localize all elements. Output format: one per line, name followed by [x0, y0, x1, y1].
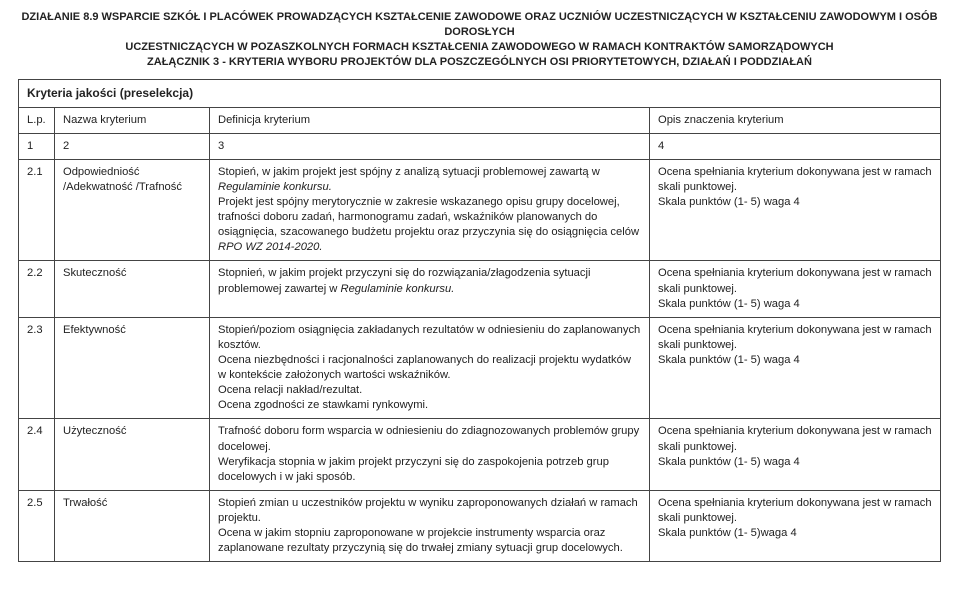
cell-lp: 2.1 [19, 159, 55, 261]
opis-text: Ocena spełniania kryterium dokonywana je… [658, 267, 935, 309]
colnum-2: 2 [55, 133, 210, 159]
colnum-4: 4 [650, 133, 941, 159]
col-header-name: Nazwa kryterium [55, 107, 210, 133]
cell-opis: Ocena spełniania kryterium dokonywana je… [650, 419, 941, 490]
colnum-1: 1 [19, 133, 55, 159]
document-page: DZIAŁANIE 8.9 WSPARCIE SZKÓŁ I PLACÓWEK … [0, 0, 959, 580]
def-text: Stopień zmian u uczestników projektu w w… [218, 497, 641, 554]
cell-def: Stopień zmian u uczestników projektu w w… [210, 490, 650, 561]
cell-opis: Ocena spełniania kryterium dokonywana je… [650, 159, 941, 261]
table-row: 2.1 Odpowiedniość /Adekwatność /Trafność… [19, 159, 941, 261]
header-line-3: ZAŁĄCZNIK 3 - KRYTERIA WYBORU PROJEKTÓW … [18, 55, 941, 70]
section-title-row: Kryteria jakości (preselekcja) [19, 80, 941, 107]
cell-def: Stopień, w jakim projekt jest spójny z a… [210, 159, 650, 261]
cell-name: Odpowiedniość /Adekwatność /Trafność [55, 159, 210, 261]
cell-lp: 2.3 [19, 317, 55, 419]
table-row: 2.2 Skuteczność Stopnień, w jakim projek… [19, 261, 941, 317]
def-italic-1: Regulaminie konkursu. [218, 181, 332, 193]
opis-text: Ocena spełniania kryterium dokonywana je… [658, 324, 935, 366]
cell-name: Trwałość [55, 490, 210, 561]
def-italic: Regulaminie konkursu. [341, 283, 455, 295]
table-row: 2.4 Użyteczność Trafność doboru form wsp… [19, 419, 941, 490]
col-header-opis: Opis znaczenia kryterium [650, 107, 941, 133]
cell-name: Skuteczność [55, 261, 210, 317]
cell-opis: Ocena spełniania kryterium dokonywana je… [650, 261, 941, 317]
cell-def: Trafność doboru form wsparcia w odniesie… [210, 419, 650, 490]
cell-name: Użyteczność [55, 419, 210, 490]
document-header: DZIAŁANIE 8.9 WSPARCIE SZKÓŁ I PLACÓWEK … [18, 10, 941, 69]
cell-def: Stopień/poziom osiągnięcia zakładanych r… [210, 317, 650, 419]
column-header-row: L.p. Nazwa kryterium Definicja kryterium… [19, 107, 941, 133]
cell-lp: 2.4 [19, 419, 55, 490]
opis-text: Ocena spełniania kryterium dokonywana je… [658, 166, 935, 208]
cell-opis: Ocena spełniania kryterium dokonywana je… [650, 317, 941, 419]
colnum-3: 3 [210, 133, 650, 159]
column-number-row: 1 2 3 4 [19, 133, 941, 159]
table-row: 2.3 Efektywność Stopień/poziom osiągnięc… [19, 317, 941, 419]
section-title-cell: Kryteria jakości (preselekcja) [19, 80, 941, 107]
def-part-b: Projekt jest spójny merytorycznie w zakr… [218, 196, 642, 238]
cell-lp: 2.2 [19, 261, 55, 317]
def-part-a: Stopień, w jakim projekt jest spójny z a… [218, 166, 603, 178]
cell-lp: 2.5 [19, 490, 55, 561]
def-italic-2: RPO WZ 2014-2020. [218, 241, 322, 253]
col-header-lp: L.p. [19, 107, 55, 133]
criteria-table: Kryteria jakości (preselekcja) L.p. Nazw… [18, 79, 941, 562]
cell-opis: Ocena spełniania kryterium dokonywana je… [650, 490, 941, 561]
table-row: 2.5 Trwałość Stopień zmian u uczestników… [19, 490, 941, 561]
cell-name: Efektywność [55, 317, 210, 419]
header-line-2: UCZESTNICZĄCYCH W POZASZKOLNYCH FORMACH … [18, 40, 941, 55]
def-text: Trafność doboru form wsparcia w odniesie… [218, 425, 642, 482]
opis-text: Ocena spełniania kryterium dokonywana je… [658, 425, 935, 467]
opis-text: Ocena spełniania kryterium dokonywana je… [658, 497, 935, 539]
cell-def: Stopnień, w jakim projekt przyczyni się … [210, 261, 650, 317]
col-header-def: Definicja kryterium [210, 107, 650, 133]
def-text: Stopień/poziom osiągnięcia zakładanych r… [218, 324, 643, 412]
header-line-1: DZIAŁANIE 8.9 WSPARCIE SZKÓŁ I PLACÓWEK … [18, 10, 941, 40]
